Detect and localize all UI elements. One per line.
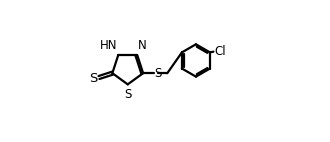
Text: HN: HN [100,39,117,52]
Text: S: S [89,72,98,85]
Text: S: S [124,88,131,101]
Text: Cl: Cl [214,45,225,58]
Text: N: N [138,39,147,52]
Text: S: S [154,67,161,80]
